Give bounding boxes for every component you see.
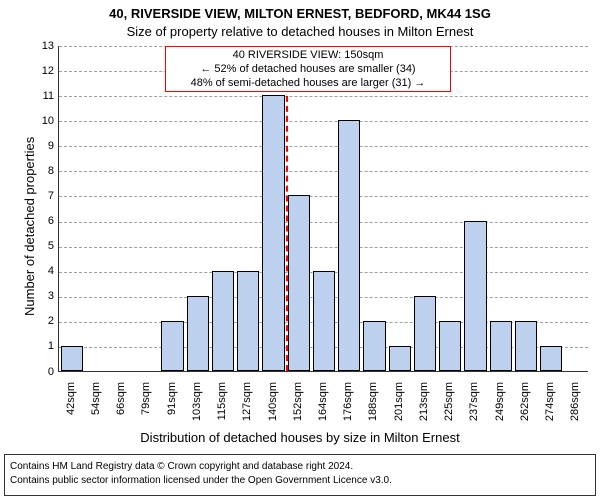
y-tick-label: 2: [30, 315, 54, 327]
footer-line: Contains HM Land Registry data © Crown c…: [10, 460, 590, 474]
histogram-bar: [363, 321, 385, 371]
y-tick-label: 5: [30, 240, 54, 252]
gridline: [59, 96, 588, 97]
annotation-line: 40 RIVERSIDE VIEW: 150sqm: [168, 49, 448, 63]
x-tick-label: 66sqm: [115, 382, 127, 434]
chart-title-line1: 40, RIVERSIDE VIEW, MILTON ERNEST, BEDFO…: [0, 6, 600, 21]
annotation-box: 40 RIVERSIDE VIEW: 150sqm← 52% of detach…: [165, 46, 451, 92]
gridline: [59, 146, 588, 147]
x-tick-label: 152sqm: [292, 382, 304, 434]
footer-line: Contains public sector information licen…: [10, 474, 590, 488]
y-tick-label: 10: [30, 115, 54, 127]
gridline: [59, 121, 588, 122]
footer-box: Contains HM Land Registry data © Crown c…: [4, 454, 596, 496]
histogram-bar: [212, 271, 234, 371]
y-tick-label: 0: [30, 366, 54, 378]
y-tick-label: 6: [30, 215, 54, 227]
x-tick-label: 91sqm: [166, 382, 178, 434]
x-tick-label: 262sqm: [519, 382, 531, 434]
x-tick-label: 115sqm: [216, 382, 228, 434]
x-tick-label: 103sqm: [191, 382, 203, 434]
histogram-bar: [464, 221, 486, 371]
y-tick-label: 4: [30, 265, 54, 277]
histogram-bar: [540, 346, 562, 371]
x-tick-label: 225sqm: [443, 382, 455, 434]
y-tick-label: 9: [30, 140, 54, 152]
x-tick-label: 176sqm: [342, 382, 354, 434]
histogram-bar: [161, 321, 183, 371]
histogram-bar: [262, 95, 284, 371]
y-tick-label: 1: [30, 340, 54, 352]
histogram-bar: [313, 271, 335, 371]
x-tick-label: 286sqm: [569, 382, 581, 434]
gridline: [59, 222, 588, 223]
y-tick-label: 11: [30, 90, 54, 102]
histogram-bar: [439, 321, 461, 371]
x-tick-label: 164sqm: [317, 382, 329, 434]
y-tick-label: 12: [30, 65, 54, 77]
gridline: [59, 247, 588, 248]
x-tick-label: 249sqm: [494, 382, 506, 434]
annotation-line: ← 52% of detached houses are smaller (34…: [168, 63, 448, 77]
histogram-bar: [389, 346, 411, 371]
chart-title-line2: Size of property relative to detached ho…: [0, 24, 600, 39]
x-tick-label: 79sqm: [140, 382, 152, 434]
histogram-bar: [414, 296, 436, 371]
histogram-bar: [515, 321, 537, 371]
x-tick-label: 201sqm: [393, 382, 405, 434]
chart-container: 40, RIVERSIDE VIEW, MILTON ERNEST, BEDFO…: [0, 0, 600, 500]
gridline: [59, 196, 588, 197]
histogram-bar: [288, 195, 310, 371]
x-tick-label: 213sqm: [418, 382, 430, 434]
x-tick-label: 140sqm: [267, 382, 279, 434]
histogram-bar: [490, 321, 512, 371]
x-tick-label: 274sqm: [544, 382, 556, 434]
x-tick-label: 188sqm: [367, 382, 379, 434]
x-tick-label: 54sqm: [90, 382, 102, 434]
x-tick-label: 127sqm: [241, 382, 253, 434]
y-tick-label: 3: [30, 290, 54, 302]
marker-line: [286, 46, 288, 371]
histogram-bar: [237, 271, 259, 371]
annotation-line: 48% of semi-detached houses are larger (…: [168, 77, 448, 91]
histogram-bar: [61, 346, 83, 371]
plot-area: [58, 46, 588, 372]
x-tick-label: 42sqm: [65, 382, 77, 434]
y-tick-label: 8: [30, 165, 54, 177]
gridline: [59, 171, 588, 172]
y-tick-label: 13: [30, 40, 54, 52]
x-tick-label: 237sqm: [468, 382, 480, 434]
y-tick-label: 7: [30, 190, 54, 202]
histogram-bar: [187, 296, 209, 371]
histogram-bar: [338, 120, 360, 371]
